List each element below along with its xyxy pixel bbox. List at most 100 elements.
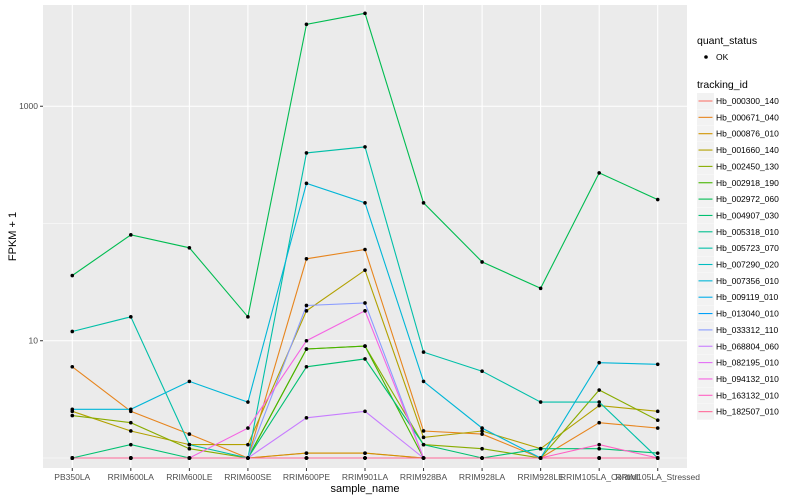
legend-label: Hb_005318_010 — [716, 227, 779, 237]
data-point — [538, 456, 543, 460]
x-tick-label: RRIM600SE — [224, 472, 272, 482]
data-point — [187, 246, 192, 250]
data-point — [421, 442, 426, 447]
data-point — [480, 369, 484, 373]
x-axis: PB350LA RRIM600LA RRIM600LE RRIM600SE RRIM60… — [54, 468, 700, 482]
data-point — [480, 432, 484, 436]
data-point — [655, 426, 660, 430]
data-point — [480, 446, 484, 451]
legend-label: Hb_082195_010 — [716, 358, 779, 368]
data-point — [304, 151, 309, 155]
data-point — [129, 456, 133, 460]
data-point — [304, 451, 309, 455]
x-tick-label: RRIM928LA — [459, 472, 506, 482]
y-axis-title: FPKM + 1 — [7, 212, 19, 261]
data-point — [597, 400, 601, 404]
data-point — [187, 379, 192, 384]
x-tick-label: RRIM928LE — [517, 472, 564, 482]
data-point — [70, 413, 75, 418]
data-point — [70, 364, 75, 369]
x-tick-label: RRIM600LE — [166, 472, 213, 482]
legend-label: Hb_001660_140 — [716, 145, 779, 155]
data-point — [304, 256, 309, 261]
data-point — [421, 201, 426, 205]
legend-label: Hb_013040_010 — [716, 309, 779, 319]
data-point — [304, 416, 309, 420]
data-point — [597, 388, 601, 392]
data-point — [421, 456, 426, 460]
legend-label: Hb_002918_190 — [716, 178, 779, 188]
x-tick-label: RRIM901LA — [342, 472, 389, 482]
legend-label: Hb_182507_010 — [716, 407, 779, 417]
legend: quant_status OK tracking_id Hb_000300_14… — [697, 35, 779, 420]
x-tick-label: PB350LA — [54, 472, 90, 482]
data-point — [70, 456, 75, 460]
data-point — [246, 315, 250, 319]
x-tick-label: RRIM105LA_Stressed — [615, 472, 700, 482]
data-point — [538, 400, 543, 404]
data-point — [304, 303, 309, 308]
grid-major — [43, 5, 687, 468]
data-point — [363, 344, 367, 348]
legend-label: OK — [716, 52, 729, 62]
legend-label: Hb_000671_040 — [716, 112, 779, 122]
data-point — [655, 456, 660, 460]
data-point — [655, 451, 660, 455]
data-point — [363, 11, 367, 16]
legend-label: Hb_033312_110 — [716, 325, 779, 335]
x-tick-label: RRIM600PE — [283, 472, 331, 482]
data-point — [70, 273, 75, 278]
y-tick-label: 1000 — [19, 101, 38, 111]
data-point — [246, 456, 250, 460]
data-point — [538, 286, 543, 291]
data-point — [187, 446, 192, 451]
data-point — [421, 350, 426, 354]
data-point — [187, 432, 192, 436]
y-tick-label: 10 — [29, 336, 39, 346]
data-point — [363, 409, 367, 414]
series-points — [70, 11, 660, 460]
data-point — [304, 22, 309, 27]
data-point — [655, 409, 660, 414]
data-point — [597, 456, 601, 460]
legend-label: Hb_009119_010 — [716, 292, 779, 302]
data-point — [129, 407, 133, 412]
data-point — [363, 145, 367, 149]
legend-label: Hb_007290_020 — [716, 260, 779, 270]
data-point — [480, 429, 484, 433]
data-point — [363, 309, 367, 313]
data-point — [304, 364, 309, 369]
data-point — [70, 407, 75, 412]
data-point — [363, 268, 367, 272]
data-point — [129, 233, 133, 237]
data-point — [246, 442, 250, 447]
data-point — [363, 247, 367, 252]
data-point — [421, 435, 426, 440]
legend-label: Hb_002450_130 — [716, 161, 779, 171]
data-point — [129, 442, 133, 447]
x-tick-label: RRIM105LA_Control — [560, 472, 639, 482]
data-point — [597, 420, 601, 425]
data-point — [304, 456, 309, 460]
data-point — [363, 301, 367, 305]
data-point — [597, 442, 601, 447]
y-axis: 10 1000 — [19, 101, 43, 346]
data-point — [655, 362, 660, 367]
data-point — [304, 309, 309, 313]
data-point — [187, 456, 192, 460]
legend-label: Hb_007356_010 — [716, 276, 779, 286]
data-point — [597, 171, 601, 175]
legend-label: Hb_005723_070 — [716, 243, 779, 253]
legend-label: Hb_094132_010 — [716, 374, 779, 384]
x-tick-label: RRIM928BA — [400, 472, 448, 482]
legend-quant-status-entries: OK — [704, 52, 729, 62]
data-point — [129, 420, 133, 425]
data-point — [246, 400, 250, 404]
legend-label: Hb_004907_030 — [716, 210, 779, 220]
data-point — [655, 418, 660, 423]
legend-label: Hb_068804_060 — [716, 341, 779, 351]
data-point — [421, 429, 426, 433]
data-point — [655, 197, 660, 202]
data-point — [480, 260, 484, 264]
